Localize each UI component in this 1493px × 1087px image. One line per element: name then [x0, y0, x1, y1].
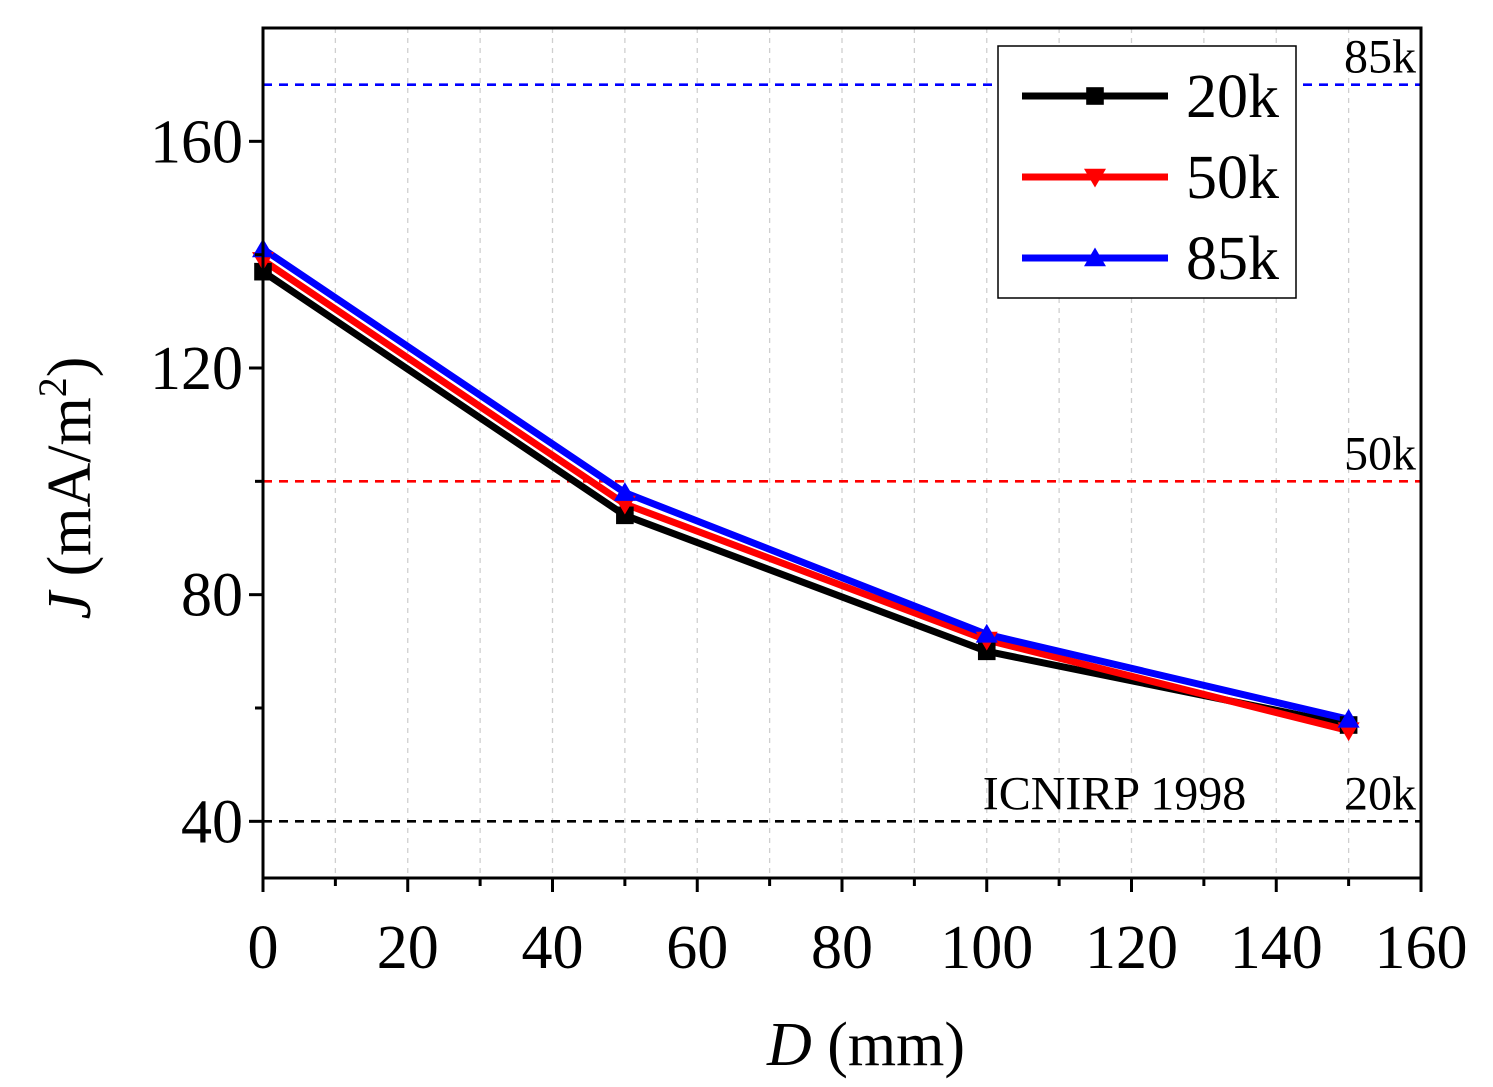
x-tick-label: 160	[1375, 914, 1468, 982]
y-axis-title: J (mA/m2)	[30, 357, 104, 620]
x-axis-title: D (mm)	[766, 1011, 965, 1079]
y-tick-label: 80	[181, 562, 243, 630]
y-axis-title-unit: (mA/m	[36, 397, 104, 592]
x-tick-label: 80	[811, 914, 873, 982]
x-tick-label: 0	[248, 914, 279, 982]
legend-marker-50k	[1084, 168, 1106, 188]
data-point-85k	[975, 623, 998, 643]
data-point-85k	[613, 482, 636, 501]
y-tick-label: 120	[150, 335, 243, 403]
series-line-20k	[259, 268, 1353, 729]
y-tick-label: 40	[181, 788, 243, 856]
data-series	[252, 238, 1360, 742]
legend: 20k 50k 85k	[997, 45, 1297, 299]
data-point-20k	[977, 642, 996, 661]
y-axis-title-close: )	[36, 357, 104, 378]
x-axis-title-unit: (mm)	[812, 1011, 965, 1079]
legend-label-20k: 20k	[1186, 63, 1279, 131]
legend-label-85k: 85k	[1186, 225, 1279, 293]
data-point-85k	[1337, 708, 1360, 728]
legend-marker-20k	[1086, 87, 1104, 105]
series-line-85k	[259, 245, 1353, 723]
legend-label-50k: 50k	[1186, 144, 1279, 212]
axes: 0 20 40 60 80 100 120 140 160 40 80 120 160	[150, 26, 1468, 982]
reference-line-label-50k: 50k	[1344, 427, 1416, 480]
annotation-label: ICNIRP 1998	[983, 767, 1247, 820]
x-tick-label: 140	[1230, 914, 1323, 982]
x-tick-label: 120	[1085, 914, 1178, 982]
reference-line-label-85k: 85k	[1344, 31, 1416, 84]
x-tick-label: 100	[940, 914, 1033, 982]
y-axis-title-superscript: 2	[30, 377, 75, 397]
series-line-50k	[259, 256, 1353, 735]
x-tick-label: 60	[666, 914, 728, 982]
x-axis-title-symbol: D	[766, 1011, 812, 1079]
y-axis-title-symbol: J	[36, 589, 104, 619]
reference-line-label-20k: 20k	[1344, 767, 1416, 820]
y-tick-label: 160	[150, 108, 243, 176]
reference-lines: 85k 50k 20k ICNIRP 1998	[263, 31, 1421, 823]
x-tick-label: 20	[377, 914, 439, 982]
data-point-20k	[616, 506, 634, 525]
x-tick-label: 40	[522, 914, 584, 982]
legend-marker-85k	[1084, 247, 1106, 267]
